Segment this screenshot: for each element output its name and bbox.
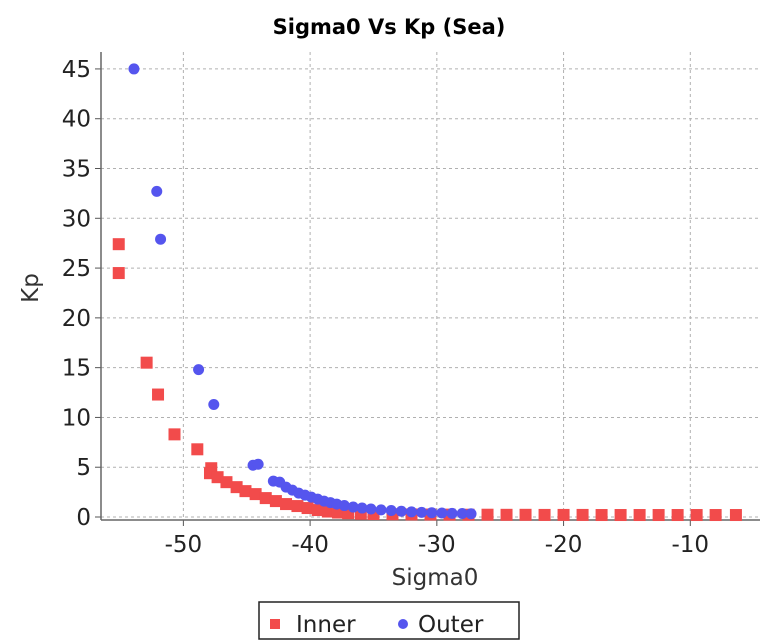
y-axis-title: Kp xyxy=(18,273,44,303)
data-point-inner xyxy=(259,492,272,505)
data-point-inner xyxy=(595,509,608,522)
data-point-outer xyxy=(456,508,468,520)
legend-label-outer: Outer xyxy=(418,612,484,638)
data-point-inner xyxy=(538,508,551,521)
plot-background xyxy=(101,52,760,520)
data-point-inner xyxy=(481,508,494,521)
data-point-outer xyxy=(395,505,407,517)
data-point-outer xyxy=(347,501,359,513)
data-point-inner xyxy=(191,443,204,456)
data-point-inner xyxy=(321,505,334,518)
chart-title: Sigma0 Vs Kp (Sea) xyxy=(273,15,506,39)
series-inner xyxy=(112,238,742,522)
legend: Inner Outer xyxy=(258,601,520,640)
data-point-inner xyxy=(652,509,665,522)
data-point-inner xyxy=(112,238,125,251)
data-point-inner xyxy=(291,500,304,513)
data-point-outer xyxy=(208,398,220,410)
data-point-outer xyxy=(155,233,167,245)
legend-label-inner: Inner xyxy=(296,612,356,638)
y-tick-label: 10 xyxy=(62,405,91,431)
data-point-outer xyxy=(405,506,417,518)
plot-area xyxy=(101,52,760,520)
data-point-outer xyxy=(356,502,368,514)
data-point-outer xyxy=(375,504,387,516)
data-point-inner xyxy=(500,508,513,521)
data-point-inner xyxy=(671,509,684,522)
y-tick-label: 35 xyxy=(62,157,91,183)
y-tick-label: 30 xyxy=(62,206,91,232)
data-point-inner xyxy=(269,495,282,508)
x-tick-label: -30 xyxy=(418,532,456,558)
y-tick-label: 15 xyxy=(62,356,91,382)
data-point-inner xyxy=(709,509,722,522)
data-point-outer xyxy=(193,364,205,376)
series-outer xyxy=(128,63,477,520)
data-point-outer xyxy=(252,458,264,470)
legend-marker-inner xyxy=(270,619,280,629)
data-point-inner xyxy=(140,356,153,369)
y-tick-label: 45 xyxy=(62,57,91,83)
y-tick-label: 20 xyxy=(62,306,91,332)
data-point-outer xyxy=(465,508,477,520)
data-point-outer xyxy=(446,507,458,519)
data-point-inner xyxy=(280,498,293,511)
data-point-inner xyxy=(168,428,181,441)
data-point-outer xyxy=(365,503,377,515)
data-point-inner xyxy=(152,388,165,401)
data-point-inner xyxy=(633,509,646,522)
data-point-outer xyxy=(151,185,163,197)
data-point-inner xyxy=(519,508,532,521)
x-tick-label: -10 xyxy=(672,532,710,558)
data-point-inner xyxy=(311,504,324,517)
data-point-inner xyxy=(112,267,125,280)
data-point-inner xyxy=(301,502,314,515)
data-point-inner xyxy=(239,485,252,498)
x-tick-label: -40 xyxy=(291,532,329,558)
y-tick-label: 40 xyxy=(62,107,91,133)
data-point-outer xyxy=(426,507,438,519)
data-point-outer xyxy=(385,505,397,517)
data-point-inner xyxy=(249,488,262,501)
data-point-inner xyxy=(367,508,380,521)
legend-box xyxy=(258,601,520,640)
data-point-inner xyxy=(729,509,742,522)
data-point-outer xyxy=(338,500,350,512)
x-axis-title: Sigma0 xyxy=(392,565,479,591)
y-tick-label: 5 xyxy=(76,455,91,481)
tick-labels: -50 -40 -30 -20 -10 0 5 10 15 20 25 30 35 40 45 xyxy=(62,57,709,558)
data-point-inner xyxy=(220,476,233,489)
data-point-inner xyxy=(690,509,703,522)
data-point-inner xyxy=(576,508,589,521)
data-point-outer xyxy=(128,63,140,75)
y-tick-label: 0 xyxy=(76,505,91,531)
x-tick-label: -50 xyxy=(165,532,203,558)
data-point-outer xyxy=(416,506,428,518)
data-point-inner xyxy=(557,508,570,521)
data-point-inner xyxy=(614,509,627,522)
data-point-outer xyxy=(436,507,448,519)
x-tick-label: -20 xyxy=(545,532,583,558)
y-tick-label: 25 xyxy=(62,256,91,282)
legend-marker-outer xyxy=(398,619,408,629)
